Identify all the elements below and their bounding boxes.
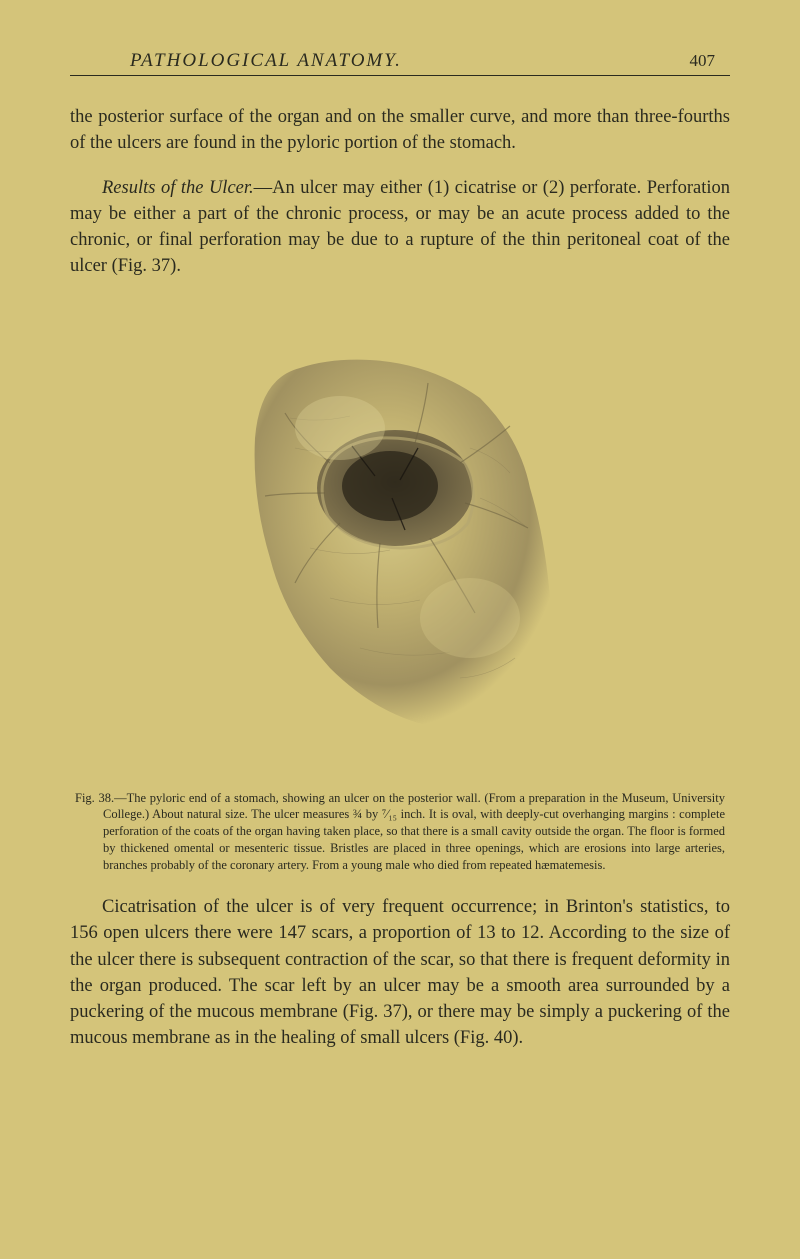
page-header: PATHOLOGICAL ANATOMY. 407 (70, 50, 730, 76)
caption-text: —The pyloric end of a stomach, showing a… (103, 791, 725, 873)
page-number: 407 (690, 51, 716, 71)
paragraph-2-lead: Results of the Ulcer. (102, 178, 254, 198)
paragraph-3: Cicatrisation of the ulcer is of very fr… (70, 894, 730, 1052)
caption-fig-label: Fig. 38. (75, 791, 114, 805)
paragraph-1: the posterior surface of the organ and o… (70, 104, 730, 157)
paragraph-2: Results of the Ulcer.—An ulcer may eithe… (70, 175, 730, 280)
running-title: PATHOLOGICAL ANATOMY. (130, 50, 402, 72)
figure-container (70, 298, 730, 768)
anatomical-illustration (180, 298, 620, 768)
figure-38-image (180, 298, 620, 768)
figure-caption: Fig. 38.—The pyloric end of a stomach, s… (70, 790, 730, 874)
